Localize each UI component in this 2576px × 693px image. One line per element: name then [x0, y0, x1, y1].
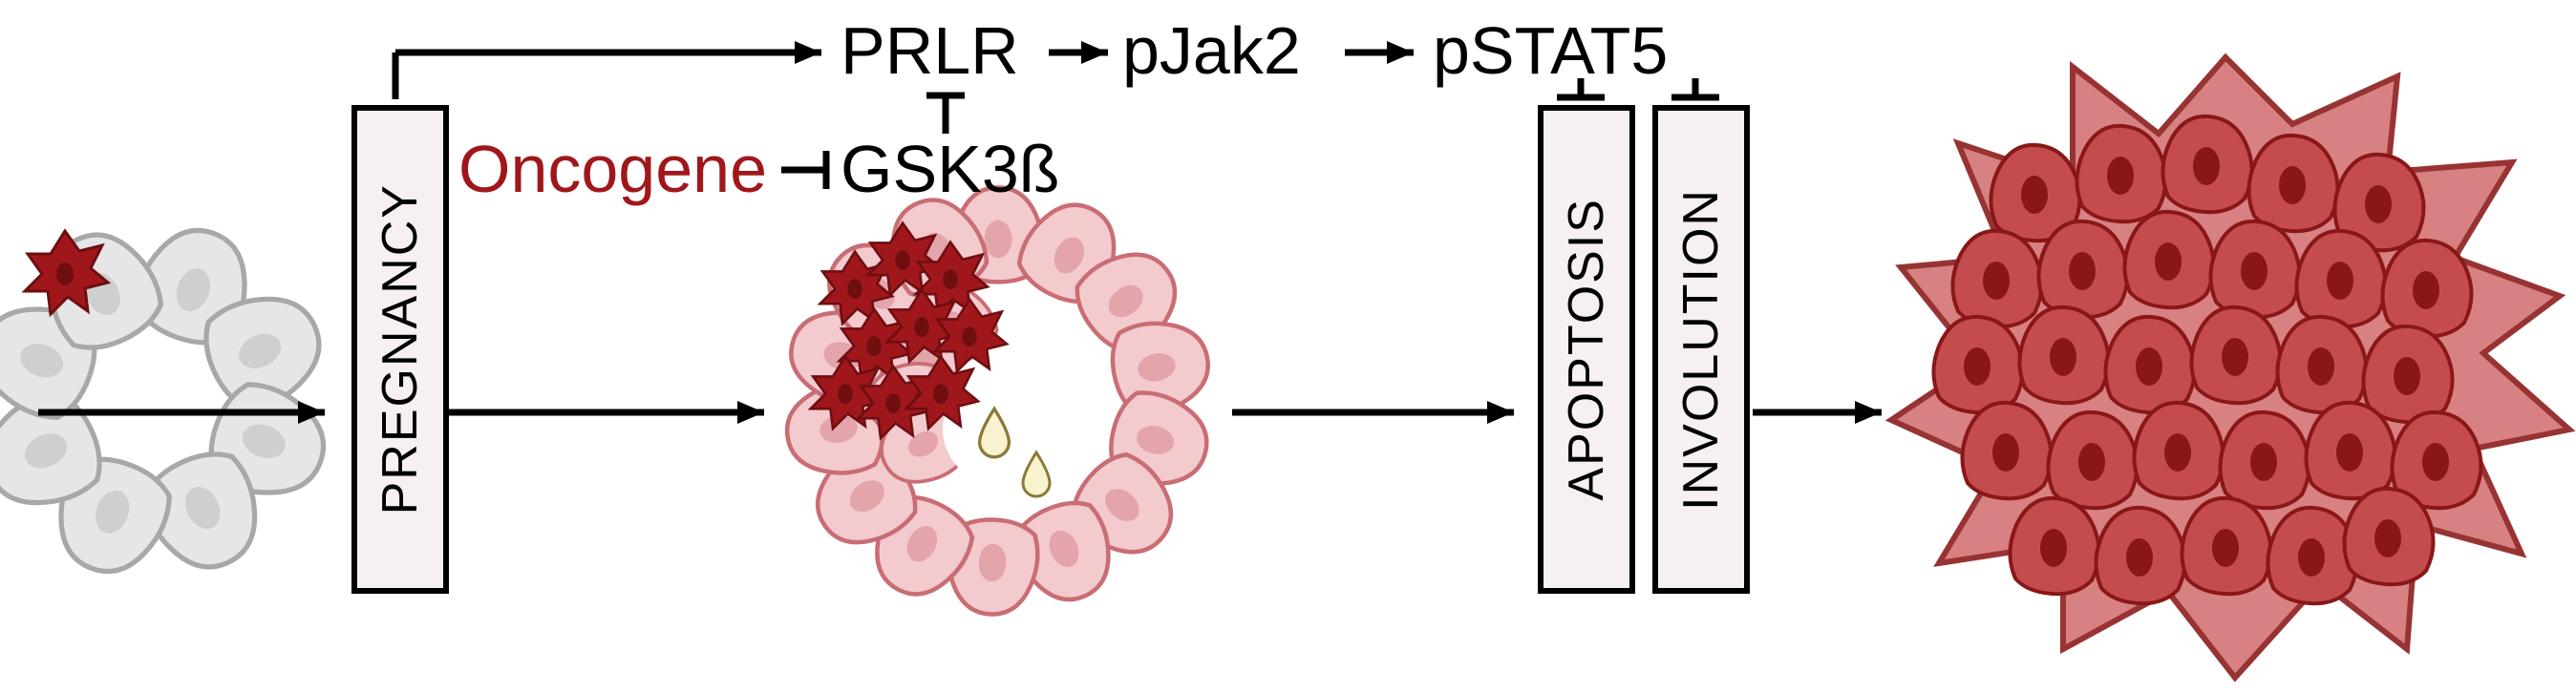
- prlr-label: PRLR: [841, 17, 1019, 84]
- arrowhead-pjak2-pstat5: [1387, 41, 1414, 64]
- pregnancy-label: PREGNANCY: [372, 183, 429, 514]
- apoptosis-label: APOPTOSIS: [1558, 198, 1615, 501]
- acinus-stage2: [780, 186, 1217, 616]
- arrowhead-preg-prlr: [795, 41, 821, 64]
- involution-box: INVOLUTION: [1652, 105, 1750, 594]
- tumor-mass: [1891, 57, 2569, 678]
- arrowhead-prlr-pjak2: [1081, 41, 1108, 64]
- pregnancy-box: PREGNANCY: [351, 105, 449, 594]
- pstat5-label: pSTAT5: [1433, 17, 1668, 84]
- acinus-stage1: [0, 216, 338, 586]
- oncogene-label: Oncogene: [458, 136, 767, 202]
- gsk3b-label: GSK3ß: [841, 136, 1060, 202]
- apoptosis-box: APOPTOSIS: [1538, 105, 1635, 594]
- involution-label: INVOLUTION: [1672, 188, 1730, 511]
- arrowhead-3: [1487, 401, 1514, 424]
- arrowhead-2: [737, 401, 764, 424]
- pjak2-label: pJak2: [1122, 17, 1301, 84]
- arrowhead-4: [1855, 401, 1882, 424]
